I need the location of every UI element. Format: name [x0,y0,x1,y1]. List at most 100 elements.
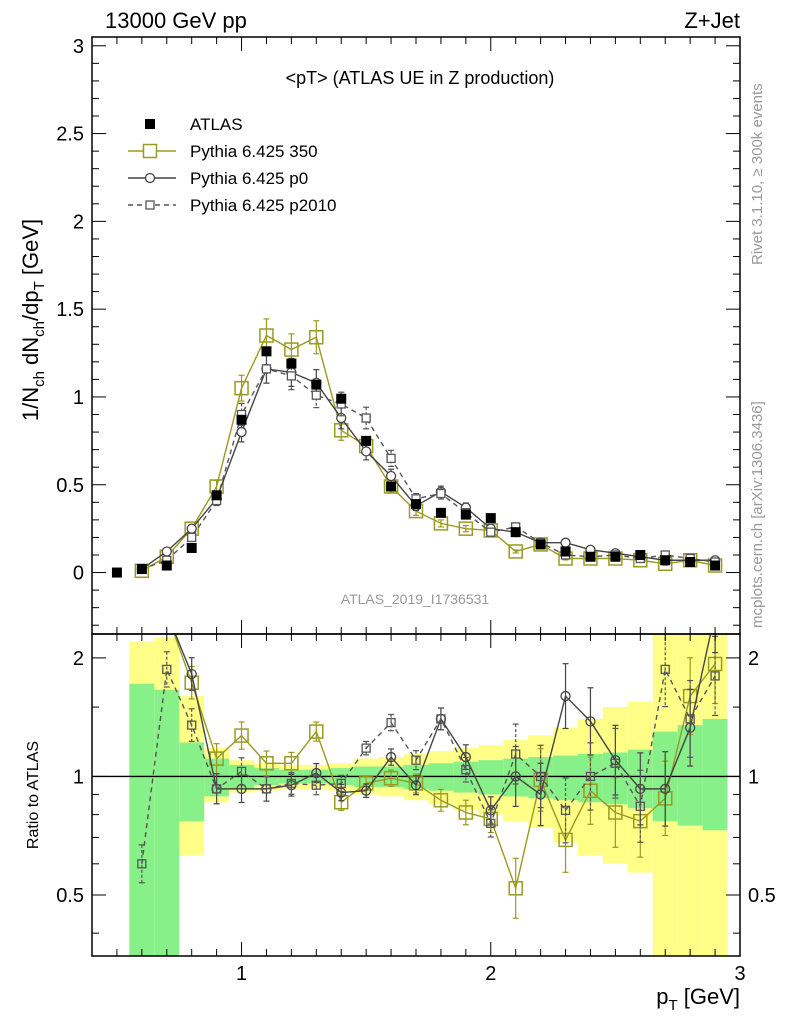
legend-item-atlas: ATLAS [145,115,243,134]
ratio-ylabel-text: Ratio to ATLAS [25,741,42,849]
ratio-ytick-label-right: 0.5 [748,885,776,907]
ratio-frame [91,633,741,957]
ratio-point [685,714,695,724]
legend-marker [144,172,156,184]
series-pythia-6-425-p0 [136,354,721,575]
ratio-ytick-label-right: 2 [748,648,759,670]
xtick-label: 3 [734,963,745,985]
xtick-label: 1 [236,963,247,985]
ratio-point [461,765,471,775]
data-point [136,564,147,575]
ratio-point [336,778,346,789]
stat-uncertainty-band [154,689,180,956]
ratio-point [535,789,546,800]
legend-label: Pythia 6.425 350 [190,142,318,161]
ratio-point [635,783,646,795]
series-line-pythia-6-425-p0 [141,368,716,570]
ratio-point [160,607,173,620]
data-point [485,513,496,524]
series-line-pythia-6-425-350 [141,334,716,572]
mcplots-label: mcplots.cern.ch [arXiv:1306.3436] [749,401,766,628]
main-axes: 0 0.5 1 1.5 2 2.5 3 [56,36,741,634]
main-ytick-label: 1.5 [56,299,84,321]
data-point [411,499,421,510]
series-pythia-6-425-350 [134,318,723,579]
data-point [161,546,172,557]
data-point [510,527,521,538]
ratio-point [410,780,422,791]
ratio-point [660,664,670,675]
ratio-point [458,805,474,820]
data-point [336,393,347,404]
legend-marker [145,200,155,210]
ratio-point [361,785,372,796]
ratio-ytick-label: 0.5 [56,885,84,907]
legend-item-pythia-6-425-350: Pythia 6.425 350 [128,142,318,161]
ratio-point [309,724,324,739]
data-point [386,481,397,492]
legend-marker [142,143,158,159]
main-ytick-label: 2 [73,211,84,233]
ratio-ytick-label-right: 1 [748,766,759,788]
data-point [284,342,299,357]
ratio-ytick-label: 2 [73,648,84,670]
stat-uncertainty-band [179,742,205,822]
ratio-point [433,793,449,808]
data-point [259,328,274,343]
stat-uncertainty-band [129,683,155,956]
stat-uncertainty-band [702,718,728,831]
ratio-point [311,780,321,790]
data-point [660,555,671,566]
ratio-point [711,609,720,618]
legend-label: ATLAS [190,115,243,134]
header-right-label: Z+Jet [684,8,740,33]
analysis-id: ATLAS_2019_I1736531 [341,591,490,607]
ratio-point [284,756,299,771]
ratio-point [286,778,297,789]
ratio-point [486,818,496,829]
data-point [460,509,471,520]
ratio-point [186,668,197,680]
ratio-point [411,755,421,765]
data-point [236,414,247,425]
data-point [710,560,721,571]
main-ytick-label: 2.5 [56,124,84,146]
data-point [111,567,122,578]
x-axis-label: pT [GeV] [656,984,740,1014]
data-point [286,371,297,381]
legend-label: Pythia 6.425 p2010 [190,196,337,215]
ratio-point [361,743,371,753]
ratio-point [211,784,222,794]
ratio-point [137,859,147,869]
data-point [486,527,496,537]
ratio-point [386,717,396,728]
mcplots-text: mcplots.cern.ch [arXiv:1306.3436] [749,401,766,628]
data-point [508,544,523,559]
ratio-point [511,749,521,759]
series-pythia-6-425-p2010 [137,354,720,574]
data-point [436,488,446,499]
data-point [361,446,372,457]
data-point [311,390,321,400]
ratio-point [162,609,171,618]
main-ylabel: 1/Nch dNch/dpT [GeV] [18,219,48,421]
ratio-point [137,584,146,593]
ratio-axes: 0.5 0.5 1 1 2 2 1 2 3 [56,634,776,985]
data-point [311,379,322,390]
stat-uncertainty-band [478,760,504,795]
header-left-label: 13000 GeV pp [105,8,247,33]
data-point [635,549,646,560]
data-point [361,413,371,423]
data-point [187,532,197,543]
data-point [236,426,247,438]
ratio-plot-area [92,584,740,919]
main-ytick-label: 1 [73,387,84,409]
ratio-point [608,805,623,820]
data-point [186,542,197,553]
data-point [386,453,396,464]
main-ytick-label: 0 [73,563,84,585]
data-point [685,557,696,568]
data-point [560,537,571,548]
data-point [261,364,272,374]
